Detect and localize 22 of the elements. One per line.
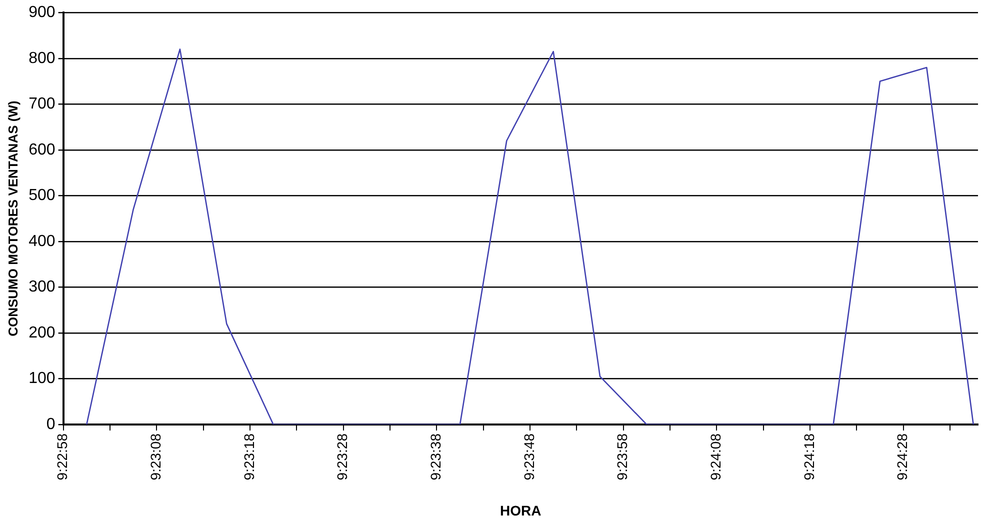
- x-axis-title: HORA: [500, 502, 542, 518]
- y-axis-title: CONSUMO MOTORES VENTANAS (W): [5, 100, 20, 336]
- y-tick-label: 900: [28, 4, 56, 22]
- y-tick-label: 600: [28, 141, 56, 158]
- y-tick-label: 500: [28, 187, 56, 204]
- y-tick-label: 400: [28, 232, 56, 250]
- x-tick-label: 9:24:28: [894, 433, 910, 480]
- y-tick-label: 700: [28, 96, 56, 113]
- x-tick-label: 9:24:18: [800, 433, 817, 480]
- x-tick-label: 9:23:38: [428, 433, 444, 480]
- x-tick-label: 9:23:58: [614, 433, 630, 480]
- x-tick-label: 9:23:48: [520, 433, 537, 480]
- y-tick-label: 300: [28, 278, 56, 296]
- y-tick-label: 800: [28, 50, 56, 67]
- x-tick-label: 9:23:28: [334, 433, 350, 480]
- x-tick-label: 9:23:08: [147, 433, 164, 480]
- y-tick-label: 200: [28, 324, 56, 342]
- y-tick-label: 100: [28, 370, 56, 388]
- x-tick-label: 9:24:08: [708, 433, 724, 480]
- x-tick-label: 9:22:58: [54, 433, 70, 480]
- y-tick-label: 0: [46, 416, 56, 433]
- x-tick-label: 9:23:18: [240, 433, 257, 480]
